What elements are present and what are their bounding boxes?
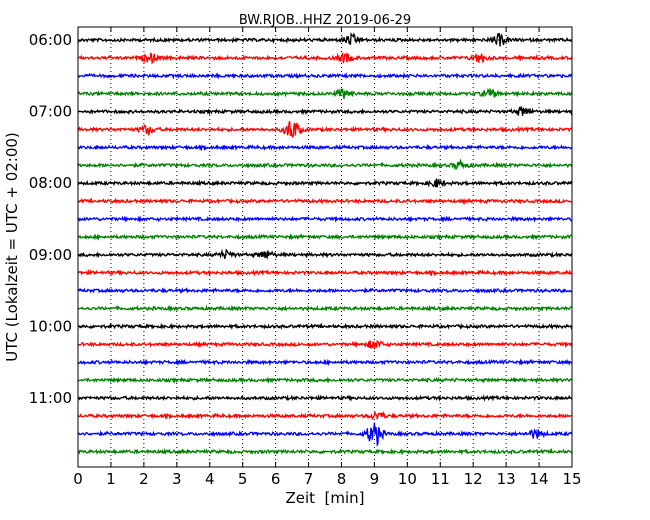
trace-line-13 <box>77 268 573 277</box>
x-axis: 0 1 2 3 4 5 6 7 8 9 10 11 12 13 14 15 <box>73 27 582 488</box>
trace-line-6 <box>77 143 573 152</box>
trace-line-0 <box>77 32 573 47</box>
trace-line-22 <box>77 422 573 448</box>
y-axis: 06:00 07:00 08:00 09:00 10:00 11:00 <box>29 31 572 407</box>
x-tick-label: 1 <box>106 470 116 488</box>
trace-line-20 <box>77 394 573 402</box>
x-tick-label: 9 <box>370 470 380 488</box>
plot-frame <box>77 26 573 468</box>
trace-line-3 <box>77 87 573 100</box>
x-tick-label: 14 <box>530 470 549 488</box>
x-tick-label: 7 <box>304 470 314 488</box>
y-tick-label: 10:00 <box>29 317 72 335</box>
y-tick-label: 11:00 <box>29 389 72 407</box>
trace-line-21 <box>77 411 573 421</box>
trace-line-9 <box>77 197 573 205</box>
x-tick-label: 0 <box>73 470 83 488</box>
trace-line-18 <box>77 358 573 367</box>
trace-line-11 <box>77 232 573 241</box>
y-tick-label: 08:00 <box>29 174 72 192</box>
x-tick-label: 8 <box>337 470 347 488</box>
y-tick-label: 07:00 <box>29 103 72 121</box>
y-tick-label: 06:00 <box>29 31 72 49</box>
trace-line-8 <box>77 178 573 188</box>
trace-line-7 <box>77 158 573 171</box>
trace-group <box>77 32 573 456</box>
x-tick-label: 11 <box>431 470 450 488</box>
x-tick-label: 3 <box>172 470 182 488</box>
trace-line-23 <box>77 447 573 456</box>
x-tick-label: 10 <box>398 470 417 488</box>
x-tick-label: 6 <box>271 470 281 488</box>
x-axis-label: Zeit [min] <box>285 489 364 507</box>
x-tick-label: 12 <box>464 470 483 488</box>
grid-lines <box>78 27 572 467</box>
trace-line-12 <box>77 248 573 260</box>
trace-line-16 <box>77 322 573 331</box>
trace-line-15 <box>77 304 573 312</box>
y-axis-label: UTC (Lokalzeit = UTC + 02:00) <box>3 132 21 362</box>
trace-line-14 <box>77 286 573 295</box>
trace-line-2 <box>77 71 573 80</box>
y-tick-label: 09:00 <box>29 246 72 264</box>
trace-line-10 <box>77 215 573 223</box>
trace-line-17 <box>77 339 573 350</box>
x-tick-label: 5 <box>238 470 248 488</box>
x-tick-label: 13 <box>497 470 516 488</box>
trace-line-5 <box>77 121 573 138</box>
x-tick-label: 2 <box>139 470 149 488</box>
chart-title: BW.RJOB..HHZ 2019-06-29 <box>239 13 411 28</box>
x-tick-label: 4 <box>205 470 215 488</box>
trace-line-1 <box>77 51 573 65</box>
trace-line-19 <box>77 376 573 385</box>
trace-line-4 <box>77 105 573 116</box>
x-tick-label: 15 <box>562 470 581 488</box>
